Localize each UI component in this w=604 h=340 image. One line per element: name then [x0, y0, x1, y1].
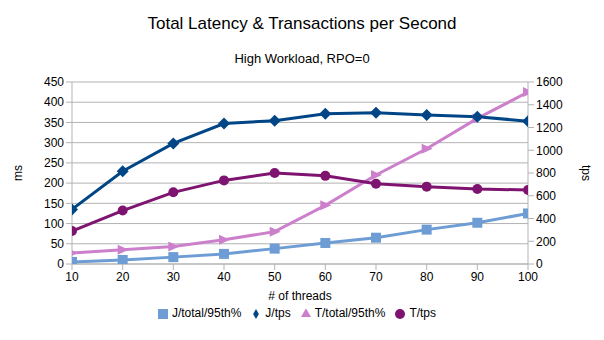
svg-text:150: 150	[44, 197, 64, 211]
html-text:T/tps: T/tps	[409, 306, 436, 320]
svg-text:0: 0	[57, 257, 64, 271]
html-text:J/tps: J/tps	[265, 306, 291, 320]
svg-text:1200: 1200	[536, 121, 563, 135]
svg-text:10: 10	[65, 270, 79, 284]
svg-text:100: 100	[44, 217, 64, 231]
svg-text:70: 70	[369, 270, 383, 284]
html-text:T/total/95th%: T/total/95th%	[314, 306, 386, 320]
svg-text:tps: tps	[579, 165, 593, 181]
svg-text:50: 50	[51, 237, 65, 251]
svg-text:40: 40	[217, 270, 231, 284]
svg-text:300: 300	[44, 136, 64, 150]
svg-text:250: 250	[44, 156, 64, 170]
svg-text:450: 450	[44, 75, 64, 89]
svg-text:1400: 1400	[536, 98, 563, 112]
html-text:Total Latency & Transactions p: Total Latency & Transactions per Second	[147, 14, 457, 33]
svg-text:1600: 1600	[536, 75, 563, 89]
svg-text:60: 60	[319, 270, 333, 284]
svg-text:80: 80	[420, 270, 434, 284]
svg-text:# of threads: # of threads	[268, 289, 331, 303]
svg-text:200: 200	[536, 235, 556, 249]
svg-text:20: 20	[116, 270, 130, 284]
svg-text:ms: ms	[11, 165, 25, 181]
svg-text:350: 350	[44, 116, 64, 130]
svg-text:400: 400	[536, 212, 556, 226]
html-text:J/total/95th%: J/total/95th%	[171, 306, 242, 320]
svg-text:50: 50	[268, 270, 282, 284]
svg-text:100: 100	[518, 270, 538, 284]
svg-text:200: 200	[44, 176, 64, 190]
svg-text:600: 600	[536, 189, 556, 203]
svg-text:0: 0	[536, 257, 543, 271]
svg-text:90: 90	[471, 270, 485, 284]
html-text:High Workload, RPO=0: High Workload, RPO=0	[234, 51, 370, 66]
svg-text:1000: 1000	[536, 144, 563, 158]
svg-text:800: 800	[536, 166, 556, 180]
svg-text:400: 400	[44, 95, 64, 109]
svg-text:30: 30	[167, 270, 181, 284]
